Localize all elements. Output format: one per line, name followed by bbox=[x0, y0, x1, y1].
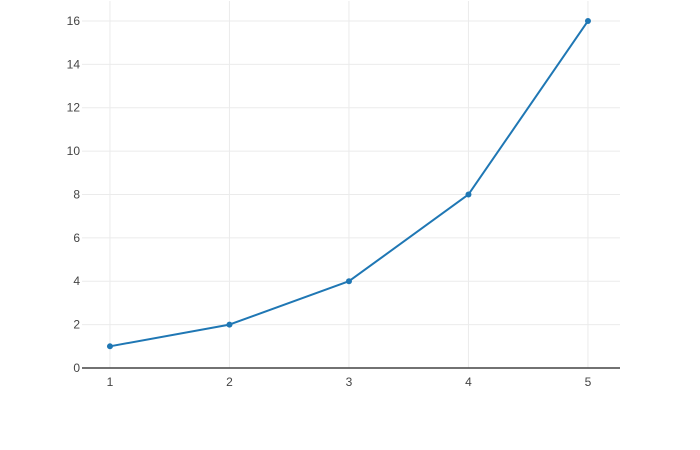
x-tick-label: 2 bbox=[226, 375, 233, 389]
y-tick-label: 12 bbox=[67, 101, 81, 115]
y-tick-label: 2 bbox=[73, 318, 80, 332]
y-tick-label: 4 bbox=[73, 274, 80, 288]
x-tick-label: 4 bbox=[465, 375, 472, 389]
data-point-marker[interactable] bbox=[465, 191, 472, 198]
y-tick-label: 8 bbox=[73, 187, 80, 201]
x-tick-label: 1 bbox=[107, 375, 114, 389]
y-tick-label: 14 bbox=[67, 57, 81, 71]
x-tick-label: 5 bbox=[585, 375, 592, 389]
data-point-marker[interactable] bbox=[226, 321, 233, 328]
y-tick-label: 16 bbox=[67, 14, 81, 28]
data-point-marker[interactable] bbox=[106, 343, 113, 350]
x-tick-label: 3 bbox=[346, 375, 353, 389]
y-tick-label: 6 bbox=[73, 231, 80, 245]
y-tick-label: 0 bbox=[73, 361, 80, 375]
data-point-marker[interactable] bbox=[345, 278, 352, 285]
data-point-marker[interactable] bbox=[584, 17, 591, 24]
y-tick-label: 10 bbox=[67, 144, 81, 158]
